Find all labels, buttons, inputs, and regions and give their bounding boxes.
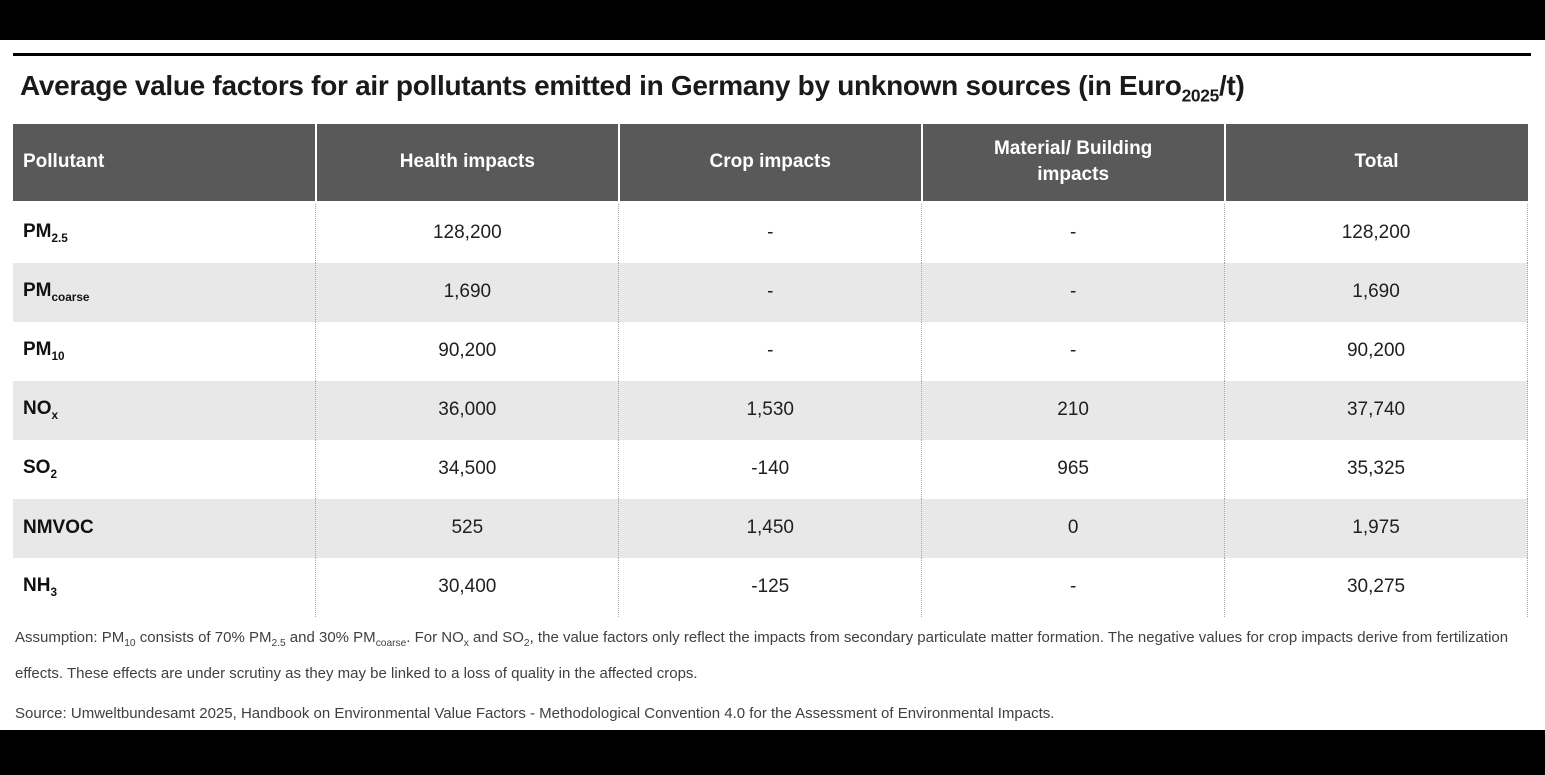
page-title: Average value factors for air pollutants… <box>20 70 1245 106</box>
cell-crop: - <box>618 262 922 322</box>
cell-total: 1,690 <box>1224 262 1528 322</box>
table-row: PMcoarse 1,690 - - 1,690 <box>13 262 1528 322</box>
cell-material: - <box>921 202 1225 263</box>
column-header-pollutant: Pollutant <box>13 123 316 204</box>
column-header-health-impacts: Health impacts <box>314 123 619 204</box>
table-row: NH3 30,400 -125 - 30,275 <box>13 557 1528 617</box>
table-row: PM10 90,200 - - 90,200 <box>13 321 1528 381</box>
cell-pollutant: PM2.5 <box>23 221 68 245</box>
cell-health: 128,200 <box>315 202 619 263</box>
table-row: PM2.5 128,200 - - 128,200 <box>13 202 1528 263</box>
bottom-letterbox-bar <box>0 730 1545 775</box>
top-letterbox-bar <box>0 0 1545 40</box>
cell-pollutant: NH3 <box>23 575 57 599</box>
cell-material: - <box>921 262 1225 322</box>
cell-health: 36,000 <box>315 380 619 440</box>
cell-health: 34,500 <box>315 439 619 499</box>
cell-crop: - <box>618 202 922 263</box>
table-row: NMVOC 525 1,450 0 1,975 <box>13 498 1528 558</box>
cell-material: - <box>921 321 1225 381</box>
cell-total: 30,275 <box>1224 557 1528 617</box>
cell-material: 965 <box>921 439 1225 499</box>
column-header-material-building-impacts: Material/ Building impacts <box>920 123 1225 204</box>
cell-health: 1,690 <box>315 262 619 322</box>
cell-pollutant: SO2 <box>23 457 57 481</box>
cell-pollutant: NMVOC <box>13 498 316 558</box>
cell-material: 210 <box>921 380 1225 440</box>
cell-crop: 1,450 <box>618 498 922 558</box>
pollutants-table: Pollutant Health impacts Crop impacts Ma… <box>13 123 1528 617</box>
table-row: NOx 36,000 1,530 210 37,740 <box>13 380 1528 440</box>
cell-health: 90,200 <box>315 321 619 381</box>
title-rule <box>13 53 1531 56</box>
column-header-total: Total <box>1223 123 1528 204</box>
assumption-note: Assumption: PM10 consists of 70% PM2.5 a… <box>15 628 1509 682</box>
cell-total: 37,740 <box>1224 380 1528 440</box>
cell-total: 90,200 <box>1224 321 1528 381</box>
cell-total: 35,325 <box>1224 439 1528 499</box>
cell-health: 30,400 <box>315 557 619 617</box>
table-row: SO2 34,500 -140 965 35,325 <box>13 439 1528 499</box>
cell-crop: -125 <box>618 557 922 617</box>
table-header-row: Pollutant Health impacts Crop impacts Ma… <box>13 123 1528 204</box>
cell-pollutant: NOx <box>13 380 316 440</box>
cell-pollutant: PMcoarse <box>13 262 316 322</box>
cell-crop: -140 <box>618 439 922 499</box>
cell-health: 525 <box>315 498 619 558</box>
cell-total: 1,975 <box>1224 498 1528 558</box>
cell-crop: - <box>618 321 922 381</box>
column-header-crop-impacts: Crop impacts <box>617 123 922 204</box>
cell-material: 0 <box>921 498 1225 558</box>
cell-material: - <box>921 557 1225 617</box>
cell-pollutant: PM10 <box>23 339 65 363</box>
cell-total: 128,200 <box>1224 202 1528 263</box>
cell-crop: 1,530 <box>618 380 922 440</box>
source-note: Source: Umweltbundesamt 2025, Handbook o… <box>15 704 1055 722</box>
